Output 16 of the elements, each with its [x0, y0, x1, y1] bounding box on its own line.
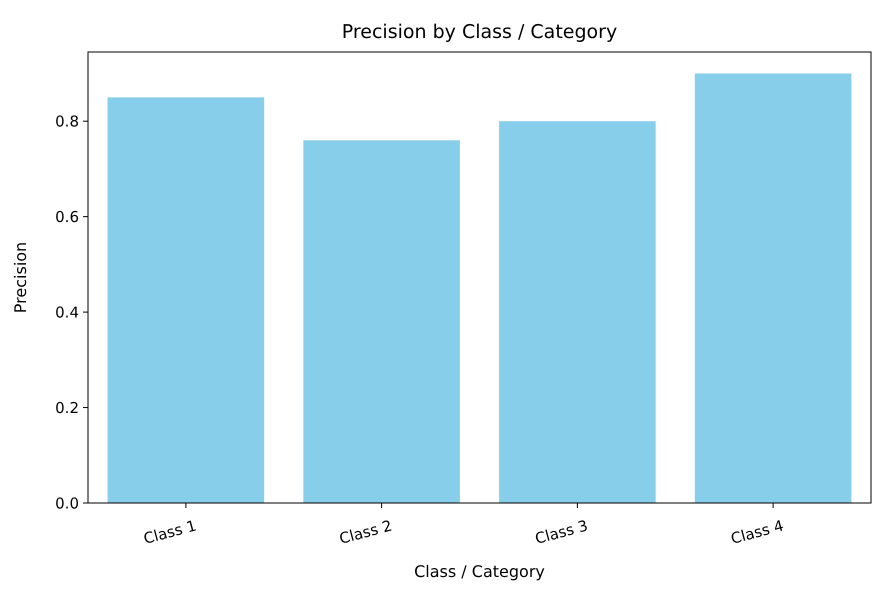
bar	[694, 73, 852, 503]
y-tick-label: 0.4	[55, 303, 79, 322]
x-tick-label: Class 2	[337, 516, 394, 548]
x-axis-title: Class / Category	[414, 562, 545, 581]
x-tick-label: Class 1	[142, 516, 198, 548]
y-tick-label: 0.8	[55, 112, 79, 130]
y-axis-title: Precision	[11, 242, 30, 314]
x-tick-label: Class 3	[533, 516, 590, 548]
y-tick-label: 0.6	[55, 208, 79, 226]
bar	[499, 121, 656, 503]
bar	[108, 97, 264, 503]
bar	[303, 140, 460, 503]
y-tick-label: 0.2	[55, 398, 79, 417]
chart-title: Precision by Class / Category	[342, 21, 618, 43]
y-tick-label: 0.0	[55, 494, 79, 512]
x-tick-label: Class 4	[728, 516, 786, 548]
